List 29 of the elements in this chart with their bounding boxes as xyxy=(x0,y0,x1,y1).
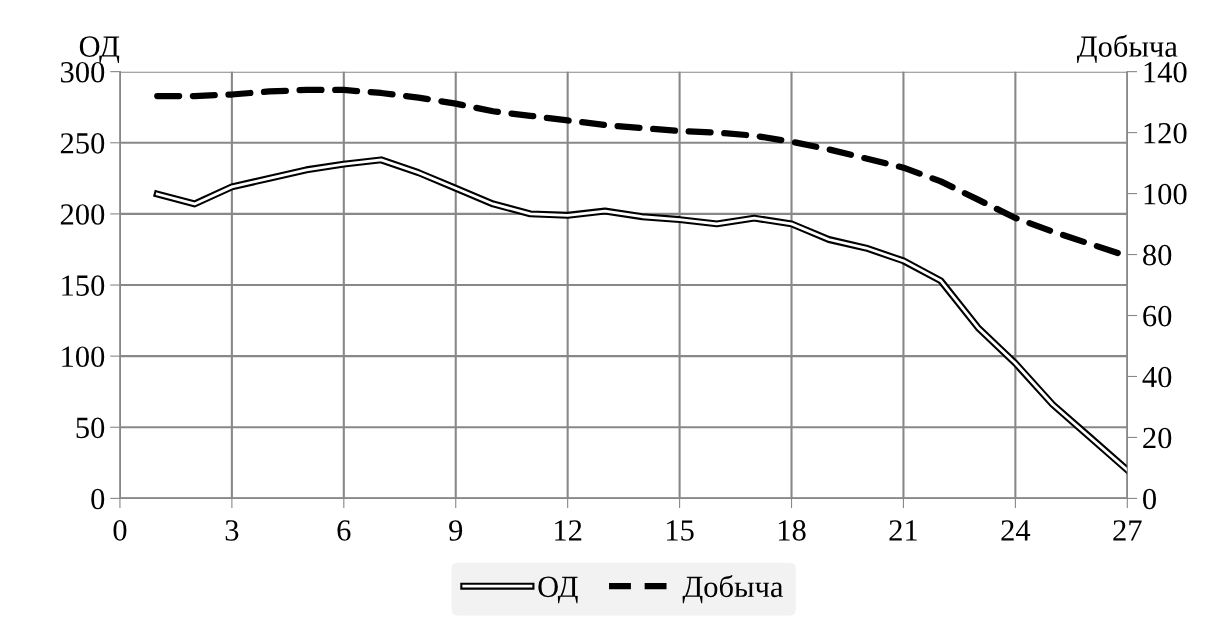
x-tick-label: 24 xyxy=(1001,520,1031,541)
legend-label: Добыча xyxy=(682,574,784,604)
x-tick-label: 6 xyxy=(337,520,351,541)
y-tick-label: 150 xyxy=(62,275,105,296)
y2-tick-label: 120 xyxy=(1144,122,1187,144)
x-tick-label: 0 xyxy=(113,520,127,541)
y2-tick-label: 140 xyxy=(1144,61,1187,83)
y2-tick-label: 100 xyxy=(1144,183,1187,205)
x-tick-label: 12 xyxy=(555,520,582,541)
y-tick-label: 250 xyxy=(60,133,105,154)
legend-label: ОД xyxy=(538,576,578,604)
x-tick-label: 21 xyxy=(889,520,917,541)
y2-axis-title: Добыча xyxy=(1076,34,1178,64)
y-tick-label: 300 xyxy=(61,61,105,83)
y2-tick-label: 60 xyxy=(1143,305,1172,327)
x-tick-label: 18 xyxy=(778,520,806,541)
x-tick-label: 15 xyxy=(667,520,694,541)
y-tick-label: 100 xyxy=(62,346,105,368)
x-tick-label: 27 xyxy=(1113,520,1142,541)
y2-tick-label: 20 xyxy=(1143,427,1172,449)
y-tick-label: 200 xyxy=(60,204,105,225)
y2-tick-label: 80 xyxy=(1143,244,1172,266)
y-tick-label: 0 xyxy=(91,488,105,510)
y-axis-title: ОД xyxy=(79,36,120,64)
y-tick-label: 50 xyxy=(76,417,105,439)
y2-tick-label: 40 xyxy=(1142,366,1172,388)
x-tick-label: 3 xyxy=(225,520,239,541)
x-tick-label: 9 xyxy=(449,520,463,541)
y2-tick-label: 0 xyxy=(1143,488,1156,510)
